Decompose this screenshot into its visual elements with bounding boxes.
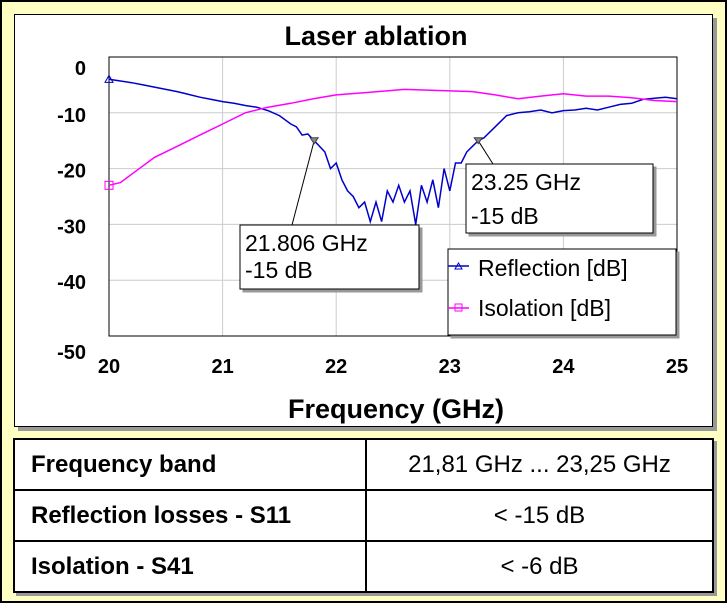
y-tick-label: -30 — [57, 216, 86, 238]
series-line-isolation — [108, 88, 678, 187]
y-tick-label: 0 — [75, 58, 86, 80]
table-row: Isolation - S41 < -6 dB — [13, 540, 714, 593]
annotation-value: -15 dB — [245, 257, 313, 283]
square-marker — [104, 180, 114, 190]
row-label: Frequency band — [13, 438, 367, 491]
specs-table: Frequency band 21,81 GHz ... 23,25 GHz Re… — [13, 438, 714, 593]
annotation-box — [465, 163, 654, 234]
annotation-marker — [473, 137, 484, 145]
x-tick-label: 20 — [98, 356, 120, 378]
x-axis-label: Frequency (GHz) — [288, 394, 504, 424]
annotation-leader — [477, 140, 494, 165]
legend: Reflection [dB] Isolation [dB] — [447, 248, 677, 336]
triangle-marker — [104, 74, 114, 83]
y-tick-label: -50 — [57, 342, 86, 364]
chart-title: Laser ablation — [284, 21, 467, 51]
y-tick-labels: 0 -10 -20 -30 -40 -50 — [57, 58, 86, 364]
annotation-frequency: 21.806 GHz — [245, 230, 368, 256]
annotation-value: -15 dB — [471, 203, 539, 229]
row-value: 21,81 GHz ... 23,25 GHz — [365, 438, 714, 491]
y-tick-label: -40 — [57, 272, 86, 294]
x-tick-label: 25 — [666, 356, 688, 378]
annotation-frequency: 23.25 GHz — [471, 169, 581, 195]
annotation-leader — [291, 140, 315, 226]
triangle-marker-icon — [454, 262, 463, 270]
x-tick-label: 22 — [325, 356, 347, 378]
row-label: Isolation - S41 — [13, 540, 367, 593]
chart: Laser ablation 0 -10 -20 -30 -40 -50 20 21 22 23… — [57, 21, 688, 424]
row-value: < -6 dB — [365, 540, 714, 593]
series — [104, 74, 678, 225]
series-line-reflection — [108, 78, 678, 225]
table-row: Frequency band 21,81 GHz ... 23,25 GHz — [13, 438, 714, 491]
legend-reflection-label: Reflection [dB] — [478, 255, 628, 281]
x-tick-label: 24 — [552, 356, 575, 378]
square-marker-icon — [454, 303, 463, 312]
row-label: Reflection losses - S11 — [13, 489, 367, 542]
legend-isolation-label: Isolation [dB] — [478, 295, 611, 321]
x-tick-label: 23 — [439, 356, 461, 378]
x-tick-labels: 20 21 22 23 24 25 — [98, 356, 688, 378]
table-row: Reflection losses - S11 < -15 dB — [13, 489, 714, 542]
plot-area — [108, 56, 678, 337]
x-tick-label: 21 — [211, 356, 233, 378]
annotation-box — [239, 224, 420, 290]
row-value: < -15 dB — [365, 489, 714, 542]
legend-box — [447, 248, 677, 336]
y-tick-label: -10 — [57, 105, 86, 127]
annotation-marker — [309, 137, 320, 145]
y-tick-label: -20 — [57, 161, 86, 183]
